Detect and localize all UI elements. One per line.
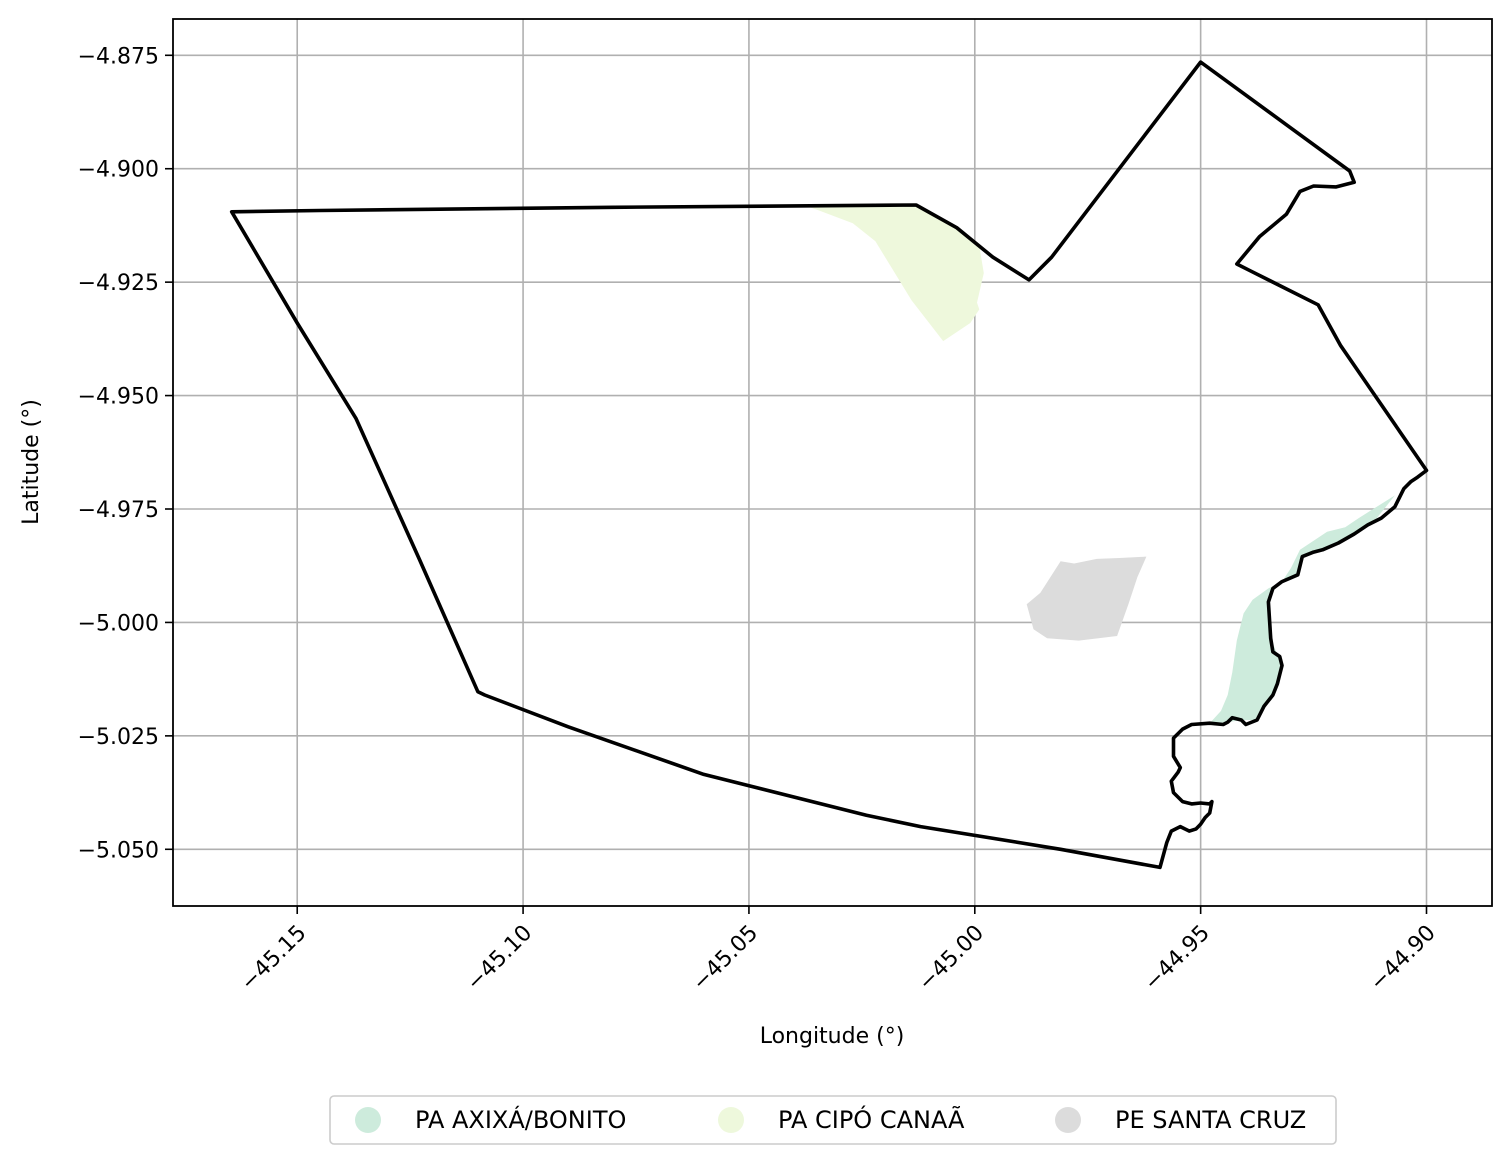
y-tick-label: −4.950	[78, 385, 159, 410]
y-tick-label: −5.000	[78, 611, 159, 636]
legend-items: PA AXIXÁ/BONITO PA CIPÓ CANAÃ PE SANTA CRU…	[355, 1104, 1306, 1134]
y-tick-label: −4.875	[78, 44, 159, 69]
legend-frame	[329, 1095, 1337, 1145]
legend-swatch	[718, 1107, 744, 1133]
area-pe-santa-cruz	[1026, 556, 1147, 641]
municipality-boundary	[229, 60, 1429, 870]
plot-frame	[172, 18, 1493, 907]
legend-label: PA CIPÓ CANAÃ	[778, 1104, 965, 1134]
legend-swatch	[355, 1107, 381, 1133]
x-tick-label: −44.90	[1365, 921, 1440, 996]
x-tick-label: −45.15	[236, 921, 311, 996]
y-tick-label: −4.900	[78, 158, 159, 183]
y-tick-label: −5.025	[78, 725, 159, 750]
area-pa-axixa-bonito	[1209, 495, 1395, 724]
legend-label: PE SANTA CRUZ	[1115, 1106, 1306, 1134]
ticks-layer: −45.15 −45.10 −45.05 −45.00 −44.95 −44.90 −4.8…	[78, 44, 1441, 996]
legend: PA AXIXÁ/BONITO PA CIPÓ CANAÃ PE SANTA CRU…	[329, 1095, 1337, 1145]
x-tick-label: −45.05	[688, 921, 763, 996]
y-tick-label: −4.925	[78, 271, 159, 296]
boundary-layer	[229, 60, 1429, 870]
y-axis-label: Latitude (°)	[19, 399, 44, 525]
legend-swatch	[1055, 1107, 1081, 1133]
x-axis-label: Longitude (°)	[760, 1024, 905, 1049]
areas-layer	[803, 205, 1395, 724]
x-tick-label: −45.00	[914, 921, 989, 996]
grid-layer	[173, 19, 1492, 906]
y-tick-label: −4.975	[78, 498, 159, 523]
x-tick-label: −44.95	[1140, 921, 1215, 996]
x-tick-label: −45.10	[462, 921, 537, 996]
area-pa-cipo-canaa	[803, 205, 984, 342]
y-tick-label: −5.050	[78, 838, 159, 863]
legend-label: PA AXIXÁ/BONITO	[415, 1105, 626, 1134]
